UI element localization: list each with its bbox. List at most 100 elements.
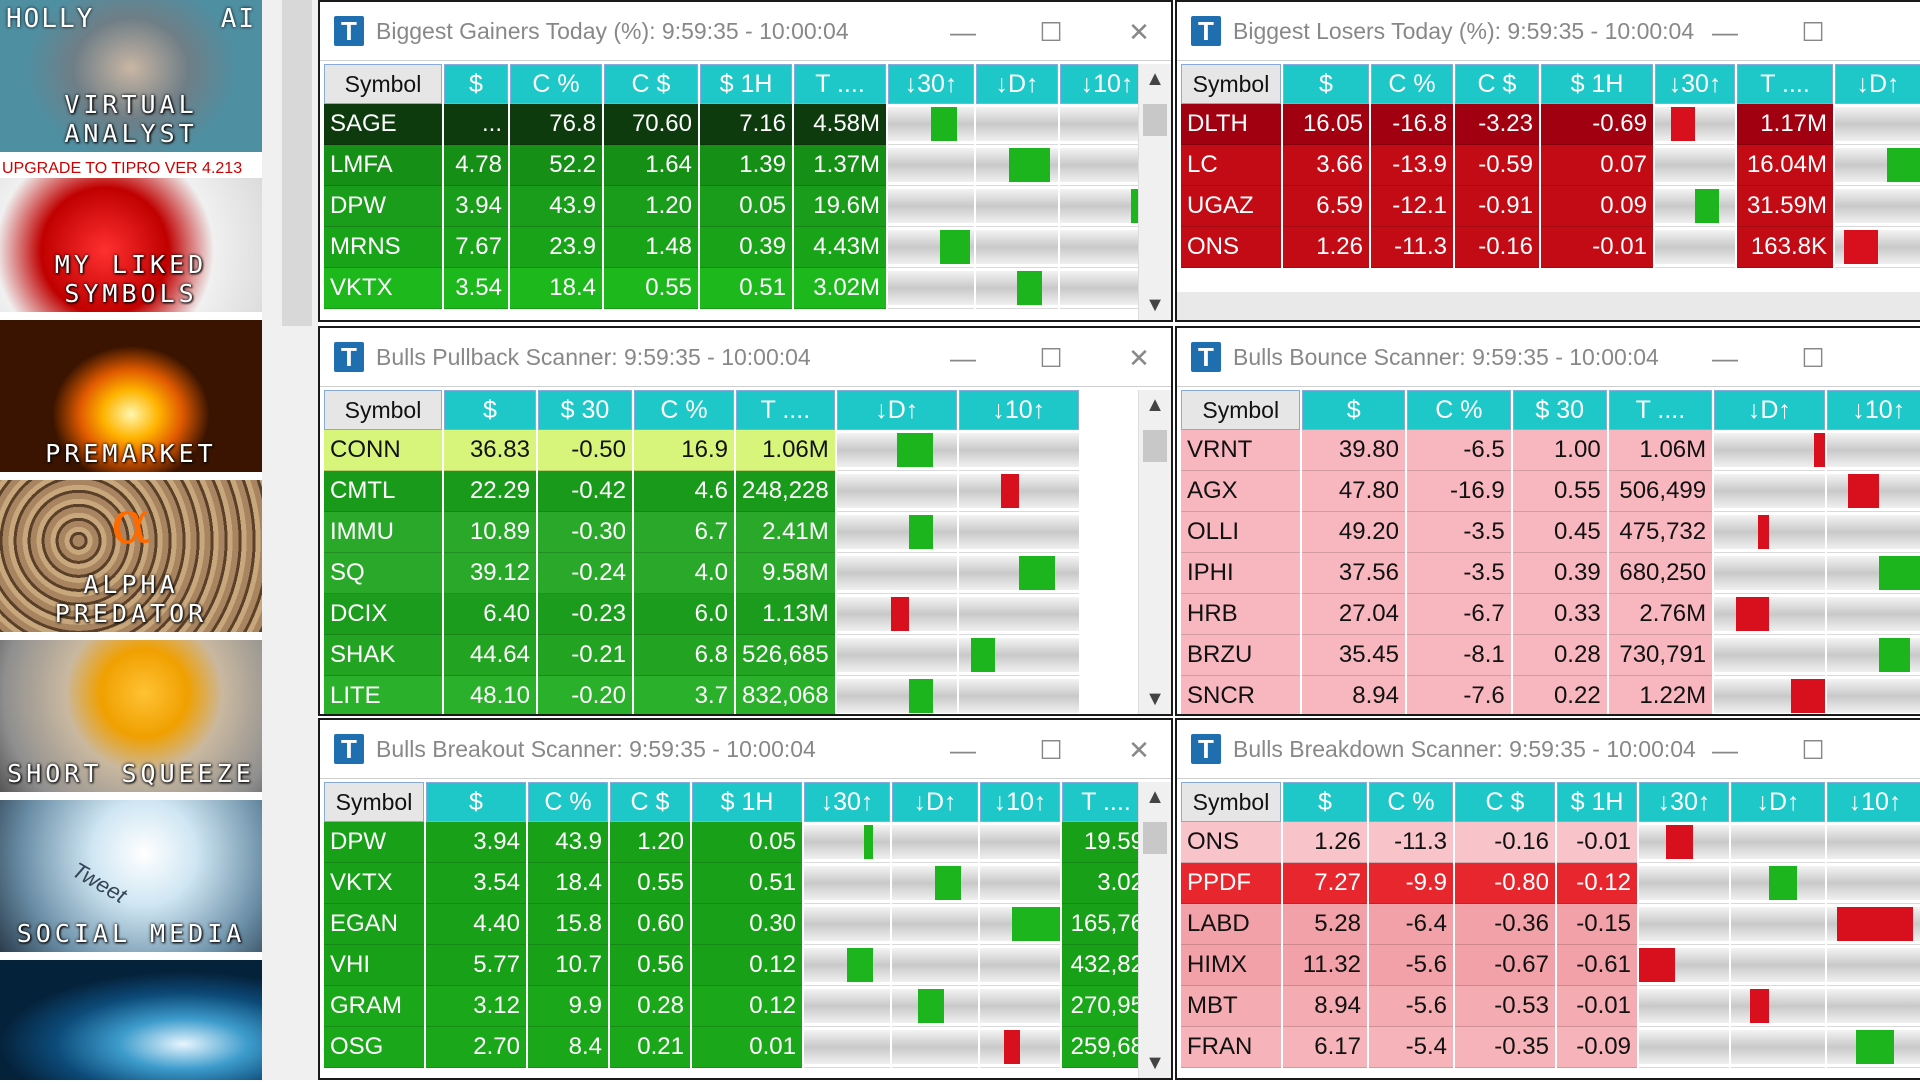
symbol-cell[interactable]: SAGE <box>324 104 442 145</box>
tile-virtual-analyst[interactable]: HOLLY AI VIRTUAL ANALYST <box>0 0 262 156</box>
window-pullback[interactable]: T Bulls Pullback Scanner: 9:59:35 - 10:00… <box>318 326 1173 716</box>
column-header[interactable]: $ <box>426 782 526 822</box>
column-header[interactable]: Symbol <box>1181 782 1281 822</box>
column-header[interactable]: Symbol <box>1181 390 1301 430</box>
maximize-icon[interactable]: ☐ <box>1801 17 1825 47</box>
column-header[interactable]: ↓D↑ <box>1714 390 1825 430</box>
table-row[interactable]: CONN 36.83 -0.50 16.9 1.06M <box>324 430 1079 471</box>
table-row[interactable]: OSG 2.70 8.4 0.21 0.01 259,68 <box>324 1027 1150 1068</box>
table-row[interactable]: VKTX 3.54 18.4 0.55 0.51 3.02M <box>324 268 1154 309</box>
column-header[interactable]: Symbol <box>324 64 442 104</box>
symbol-cell[interactable]: DPW <box>324 822 424 863</box>
table-row[interactable]: DCIX 6.40 -0.23 6.0 1.13M <box>324 594 1079 635</box>
column-header[interactable]: ↓D↑ <box>892 782 978 822</box>
tile-alpha-predator[interactable]: α ALPHA PREDATOR <box>0 480 262 636</box>
symbol-cell[interactable]: OLLI <box>1181 512 1301 553</box>
symbol-cell[interactable]: UGAZ <box>1181 186 1281 227</box>
scroll-down-icon[interactable]: ▼ <box>1145 688 1165 710</box>
symbol-cell[interactable]: HRB <box>1181 594 1301 635</box>
column-header[interactable]: ↓10↑ <box>980 782 1060 822</box>
symbol-cell[interactable]: PPDF <box>1181 863 1281 904</box>
symbol-cell[interactable]: ONS <box>1181 227 1281 268</box>
column-header[interactable]: $ 1H <box>1557 782 1637 822</box>
table-row[interactable]: PPDF 7.27 -9.9 -0.80 -0.12 <box>1181 863 1920 904</box>
close-icon[interactable]: ✕ <box>1128 343 1150 373</box>
column-header[interactable]: $ 30 <box>538 390 632 430</box>
column-header[interactable]: ↓D↑ <box>836 390 957 430</box>
minimize-icon[interactable]: — <box>1712 343 1738 373</box>
table-row[interactable]: SQ 39.12 -0.24 4.0 9.58M <box>324 553 1079 594</box>
scroll-thumb[interactable] <box>1143 430 1167 462</box>
window-bounce[interactable]: T Bulls Bounce Scanner: 9:59:35 - 10:00:0… <box>1175 326 1920 716</box>
table-row[interactable]: FRAN 6.17 -5.4 -0.35 -0.09 <box>1181 1027 1920 1068</box>
column-header[interactable]: ↓30↑ <box>888 64 974 104</box>
maximize-icon[interactable]: ☐ <box>1039 17 1063 47</box>
symbol-cell[interactable]: MBT <box>1181 986 1281 1027</box>
horizontal-scrollbar[interactable] <box>1177 292 1920 320</box>
column-header[interactable]: $ 1H <box>1541 64 1653 104</box>
table-row[interactable]: UGAZ 6.59 -12.1 -0.91 0.09 31.59M <box>1181 186 1920 227</box>
tile-my-liked-symbols[interactable]: UPGRADE TO TIPRO VER 4.213 MY LIKED SYMB… <box>0 160 262 316</box>
column-header[interactable]: ↓10↑ <box>1827 782 1920 822</box>
symbol-cell[interactable]: LC <box>1181 145 1281 186</box>
tile-short-squeeze[interactable]: SHORT SQUEEZE <box>0 640 262 796</box>
scroll-down-icon[interactable]: ▼ <box>1145 1052 1165 1074</box>
symbol-cell[interactable]: AGX <box>1181 471 1301 512</box>
symbol-cell[interactable]: GRAM <box>324 986 424 1027</box>
maximize-icon[interactable]: ☐ <box>1801 343 1825 373</box>
column-header[interactable]: C $ <box>610 782 690 822</box>
table-row[interactable]: GRAM 3.12 9.9 0.28 0.12 270,95 <box>324 986 1150 1027</box>
table-row[interactable]: AGX 47.80 -16.9 0.55 506,499 <box>1181 471 1920 512</box>
symbol-cell[interactable]: OSG <box>324 1027 424 1068</box>
window-titlebar[interactable]: T Biggest Gainers Today (%): 9:59:35 - 10… <box>320 2 1171 61</box>
symbol-cell[interactable]: LMFA <box>324 145 442 186</box>
scanner-grid[interactable]: Symbol $ C % C $ $ 1H ↓30↑ ↓D↑ ↓10↑ T .... DPW 3.9… <box>322 782 1152 1068</box>
window-titlebar[interactable]: T Bulls Breakout Scanner: 9:59:35 - 10:00… <box>320 720 1171 779</box>
minimize-icon[interactable]: — <box>1712 17 1738 47</box>
window-losers[interactable]: T Biggest Losers Today (%): 9:59:35 - 10:… <box>1175 0 1920 322</box>
symbol-cell[interactable]: SNCR <box>1181 676 1301 714</box>
column-header[interactable]: ↓D↑ <box>1835 64 1920 104</box>
scanner-grid[interactable]: Symbol $ C % C $ $ 1H ↓30↑ T .... ↓D↑ DLTH 16.05-… <box>1179 64 1920 268</box>
symbol-cell[interactable]: VKTX <box>324 863 424 904</box>
close-icon[interactable]: ✕ <box>1128 17 1150 47</box>
scroll-up-icon[interactable]: ▲ <box>1145 786 1165 808</box>
vertical-scrollbar[interactable]: ▲ ▼ <box>1138 390 1171 714</box>
symbol-cell[interactable]: EGAN <box>324 904 424 945</box>
tile-wave[interactable] <box>0 960 262 1084</box>
column-header[interactable]: ↓30↑ <box>1655 64 1735 104</box>
tile-premarket[interactable]: PREMARKET <box>0 320 262 476</box>
column-header[interactable]: T .... <box>736 390 835 430</box>
symbol-cell[interactable]: CONN <box>324 430 442 471</box>
column-header[interactable]: Symbol <box>324 782 424 822</box>
column-header[interactable]: ↓10↑ <box>1826 390 1920 430</box>
column-header[interactable]: C $ <box>1455 782 1555 822</box>
table-row[interactable]: HIMX 11.32 -5.6 -0.67 -0.61 <box>1181 945 1920 986</box>
column-header[interactable]: ↓10↑ <box>958 390 1079 430</box>
column-header[interactable]: T .... <box>794 64 886 104</box>
column-header[interactable]: T .... <box>1737 64 1833 104</box>
column-header[interactable]: $ 1H <box>700 64 792 104</box>
symbol-cell[interactable]: IPHI <box>1181 553 1301 594</box>
symbol-cell[interactable]: SQ <box>324 553 442 594</box>
symbol-cell[interactable]: SHAK <box>324 635 442 676</box>
table-row[interactable]: ONS 1.26 -11.3 -0.16 -0.01 163.8K <box>1181 227 1920 268</box>
table-row[interactable]: ONS 1.26 -11.3 -0.16 -0.01 <box>1181 822 1920 863</box>
close-icon[interactable]: ✕ <box>1128 735 1150 765</box>
window-breakdown[interactable]: T Bulls Breakdown Scanner: 9:59:35 - 10:0… <box>1175 718 1920 1080</box>
table-row[interactable]: VHI 5.77 10.7 0.56 0.12 432,82 <box>324 945 1150 986</box>
column-header[interactable]: C % <box>1371 64 1453 104</box>
column-header[interactable]: ↓30↑ <box>804 782 890 822</box>
vertical-scrollbar[interactable]: ▲ ▼ <box>1138 782 1171 1078</box>
minimize-icon[interactable]: — <box>950 735 976 765</box>
window-titlebar[interactable]: T Bulls Pullback Scanner: 9:59:35 - 10:00… <box>320 328 1171 387</box>
symbol-cell[interactable]: HIMX <box>1181 945 1281 986</box>
column-header[interactable]: $ 1H <box>692 782 802 822</box>
symbol-cell[interactable]: LABD <box>1181 904 1281 945</box>
scanner-grid[interactable]: Symbol $ C % C $ $ 1H T .... ↓30↑ ↓D↑ ↓10↑ SAGE..… <box>322 64 1156 309</box>
table-row[interactable]: MBT 8.94 -5.6 -0.53 -0.01 <box>1181 986 1920 1027</box>
symbol-cell[interactable]: FRAN <box>1181 1027 1281 1068</box>
table-row[interactable]: IPHI 37.56 -3.5 0.39 680,250 <box>1181 553 1920 594</box>
column-header[interactable]: C % <box>1406 390 1511 430</box>
column-header[interactable]: ↓D↑ <box>1731 782 1825 822</box>
